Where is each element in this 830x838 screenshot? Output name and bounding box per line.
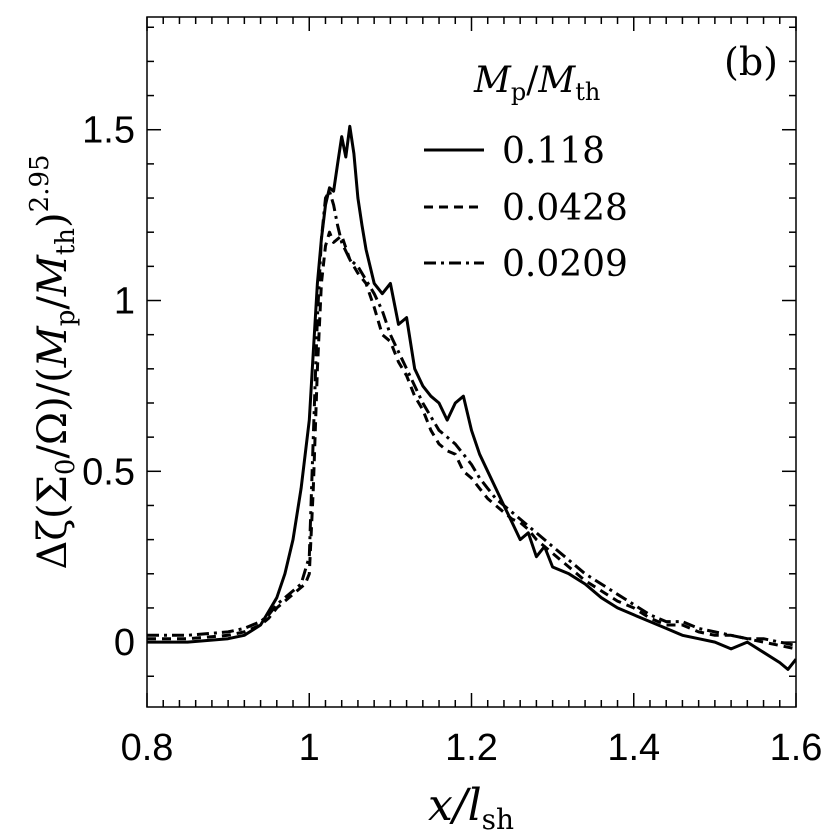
plot-frame [146,16,797,708]
series-line-solid [147,124,796,671]
x-axis-label-sub: sh [482,803,514,836]
y-tick-label: 1.5 [82,110,135,152]
y-axis-label: Δζ(Σ0/Ω)/(Mp/Mth)2.95 [25,154,81,569]
y-axis-label-c: M [30,325,76,368]
legend-title-slash: / [526,60,539,101]
x-tick-labels: 0.8 1 1.2 1.4 1.6 [121,727,823,769]
legend: 0.118 0.0428 0.0209 [424,131,628,285]
x-tick-label: 1.6 [770,727,823,769]
series-layer [147,124,796,671]
legend-label-00428: 0.0428 [502,188,628,229]
legend-label-0118: 0.118 [502,131,605,172]
legend-label-00209: 0.0209 [502,244,628,285]
axis-ticks [146,17,797,707]
legend-title-s1: p [511,78,526,106]
y-tick-label: 0 [114,622,135,664]
legend-title: Mp/Mth [473,60,600,106]
y-tick-label: 1 [114,281,135,323]
y-axis-label-a: Δζ(Σ [30,475,76,569]
y-axis-label-d: / [30,296,76,310]
y-axis-label-c-sub: p [51,310,81,327]
x-tick-label: 0.8 [121,727,174,769]
y-axis-label-f: ) [30,212,76,228]
series-line-dashed [147,230,796,651]
y-axis-label-b: /Ω)/( [30,367,76,458]
x-tick-label: 1 [299,727,320,769]
legend-title-s2: th [575,78,600,106]
x-tick-label: 1.2 [445,727,498,769]
panel-label: (b) [724,40,778,84]
y-axis-label-exp: 2.95 [25,154,55,212]
x-axis-label-main: x/l [428,780,482,831]
series-line-dashdot [147,189,796,647]
x-tick-label: 1.4 [607,727,660,769]
y-axis-label-e: M [30,254,76,297]
legend-title-m1: M [473,60,512,101]
x-axis-label: x/lsh [428,780,514,836]
y-tick-label: 0.5 [82,451,135,493]
y-axis-label-a-sub: 0 [51,459,81,476]
y-tick-labels: 0 0.5 1 1.5 [82,110,135,664]
legend-title-m2: M [537,60,576,101]
y-axis-label-e-sub: th [51,228,81,255]
